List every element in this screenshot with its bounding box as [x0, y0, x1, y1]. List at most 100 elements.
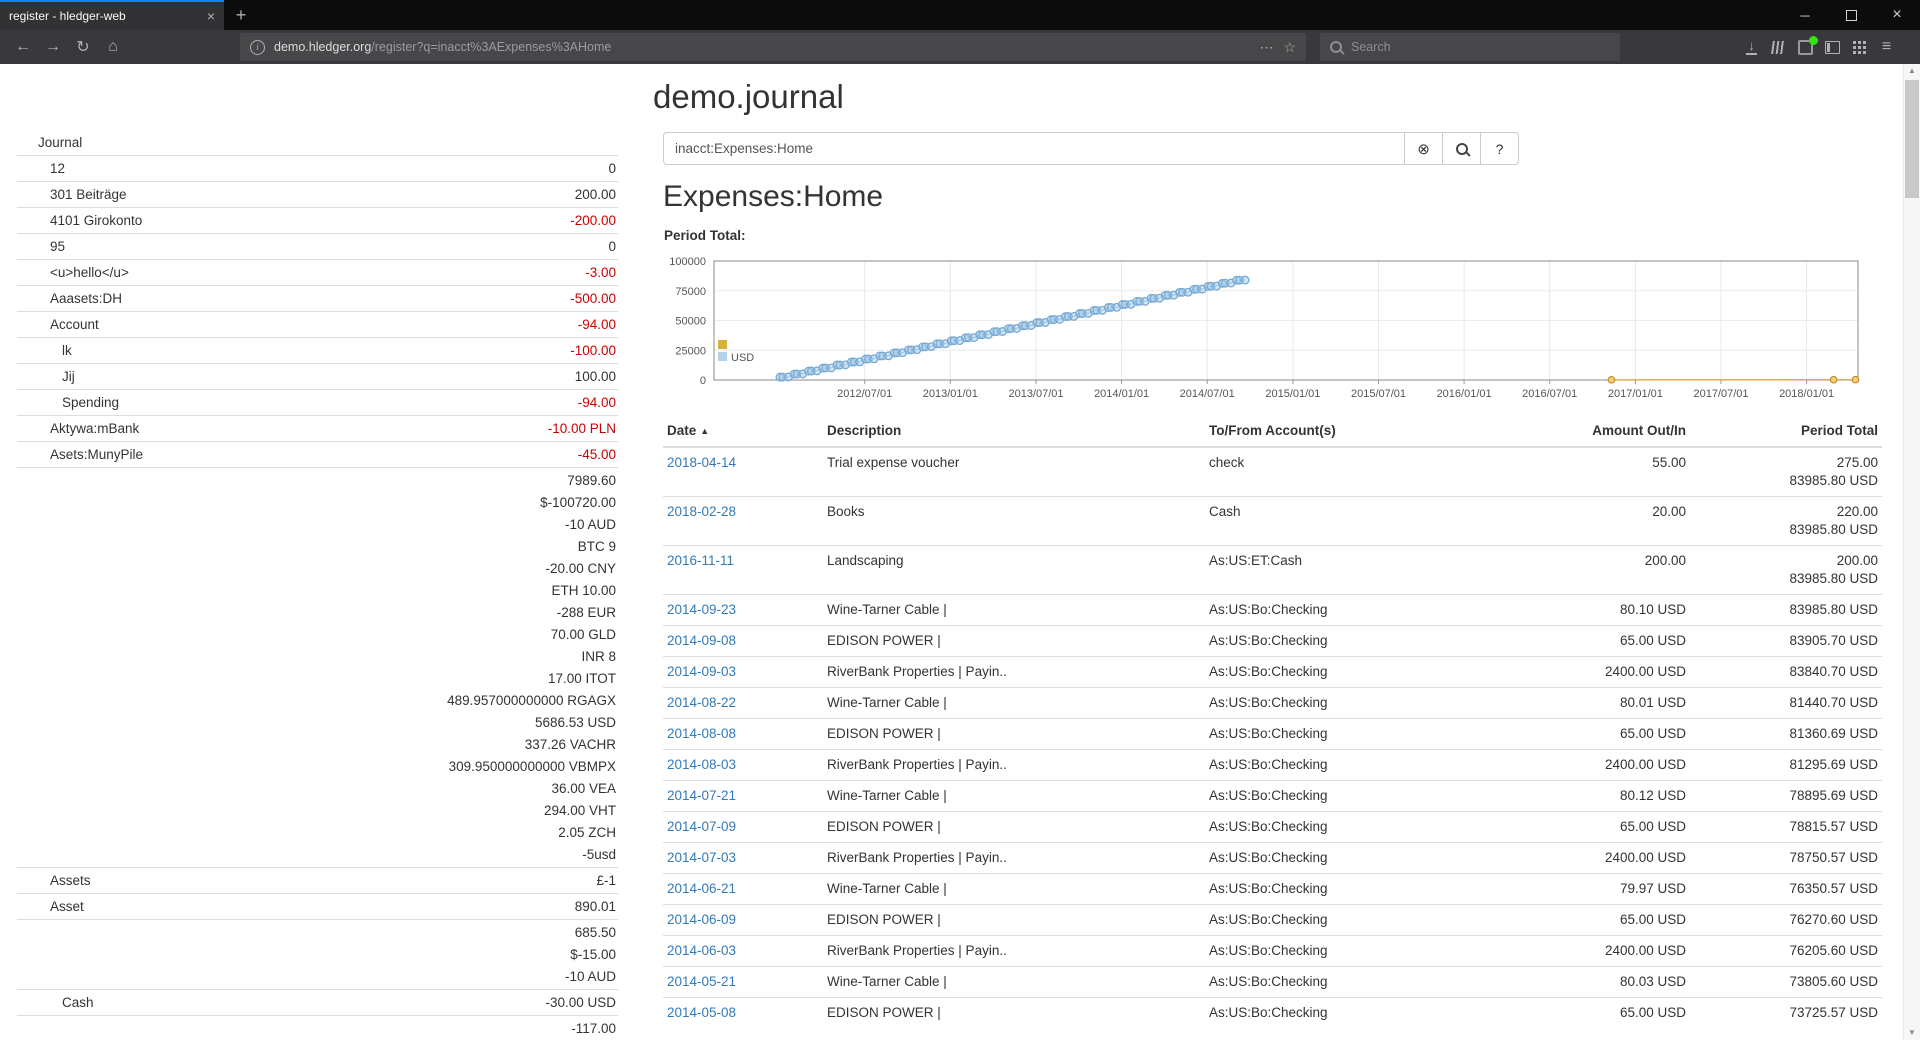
- account-name[interactable]: Cash: [62, 995, 94, 1010]
- period-total: 76350.57 USD: [1690, 873, 1882, 905]
- sidebar-amounts-row: 7989.60 $-100720.00 -10 AUD BTC 9 -20.00 CNY…: [17, 468, 618, 868]
- y-tick-label: 0: [700, 375, 706, 387]
- search-submit-icon: [1455, 142, 1468, 155]
- close-button[interactable]: ×: [1892, 6, 1902, 23]
- legend-swatch: [718, 340, 727, 349]
- balance-amount: 200.00: [574, 187, 616, 202]
- period-total: 81360.69 USD: [1690, 718, 1882, 750]
- transaction-date-link[interactable]: 2014-07-03: [667, 850, 737, 865]
- sidebar-account-row: 301 Beiträge 200.00: [17, 182, 618, 208]
- site-info-icon[interactable]: i: [250, 39, 265, 55]
- page-scrollbar[interactable]: ▲ ▼: [1903, 64, 1920, 1040]
- account-name[interactable]: Aktywa:mBank: [50, 421, 140, 436]
- account-balance: -94.00: [578, 392, 616, 414]
- bookmark-star-icon[interactable]: ☆: [1283, 38, 1296, 55]
- register-row: 2014-08-22 Wine-Tarner Cable | As:US:Bo:Ch…: [663, 687, 1882, 719]
- transaction-date-link[interactable]: 2014-06-09: [667, 912, 737, 927]
- transaction-amount: 65.00 USD: [1505, 904, 1690, 936]
- home-button[interactable]: ⌂: [108, 38, 118, 55]
- transaction-date-link[interactable]: 2018-02-28: [667, 504, 737, 519]
- back-button[interactable]: ←: [15, 38, 31, 55]
- column-header-amount-out-in[interactable]: Amount Out/In: [1505, 416, 1690, 448]
- x-tick-label: 2014/01/01: [1094, 388, 1149, 400]
- account-name[interactable]: Spending: [62, 395, 120, 410]
- scrollbar-down-arrow[interactable]: ▼: [1908, 1028, 1916, 1037]
- transaction-date-link[interactable]: 2014-07-09: [667, 819, 737, 834]
- account-name[interactable]: lk: [62, 343, 72, 358]
- new-tab-button[interactable]: +: [235, 4, 247, 25]
- account-name[interactable]: Asets:MunyPile: [50, 447, 144, 462]
- period-total-line: 76350.57 USD: [1789, 881, 1878, 896]
- account-name[interactable]: 95: [50, 239, 66, 254]
- page-actions-icon[interactable]: ⋯: [1259, 38, 1274, 55]
- sidebar-account-row: Asets:MunyPile -45.00: [17, 442, 618, 468]
- sidebar: Journal 12 0 301 Beiträge 200.00 4101 Giroko…: [17, 130, 618, 1040]
- account-heading: Expenses:Home: [663, 180, 884, 213]
- forward-button[interactable]: →: [45, 38, 61, 55]
- period-total-line: 81360.69 USD: [1789, 726, 1878, 741]
- register-row: 2014-06-03 RiverBank Properties | Payin..…: [663, 935, 1882, 967]
- transaction-account: As:US:Bo:Checking: [1205, 997, 1505, 1028]
- transaction-date-link[interactable]: 2014-09-23: [667, 602, 737, 617]
- apps-button[interactable]: [1846, 33, 1873, 61]
- period-total-chart: 2012/07/01 2013/01/01 2013/07/01 2014/01/01…: [669, 256, 1860, 400]
- query-input[interactable]: [663, 132, 1405, 165]
- transaction-date-link[interactable]: 2014-05-08: [667, 1005, 737, 1020]
- help-button[interactable]: ?: [1480, 132, 1519, 165]
- transaction-account: As:US:Bo:Checking: [1205, 749, 1505, 781]
- window-controls: ─ ×: [1782, 0, 1920, 30]
- submit-search-button[interactable]: [1442, 132, 1481, 165]
- account-name[interactable]: Jij: [62, 369, 75, 384]
- transaction-date-link[interactable]: 2016-11-11: [667, 553, 735, 568]
- sidebar-toggle-button[interactable]: [1819, 33, 1846, 61]
- account-name[interactable]: Aaasets:DH: [50, 291, 123, 306]
- balance-amount: £-1: [596, 873, 616, 888]
- tab-close-icon[interactable]: ×: [206, 8, 215, 24]
- scrollbar-up-arrow[interactable]: ▲: [1908, 66, 1916, 75]
- browser-search-box[interactable]: Search: [1320, 33, 1620, 61]
- column-header-period-total[interactable]: Period Total: [1690, 416, 1882, 448]
- url-bar[interactable]: i demo.hledger.org/register?q=inacct%3AE…: [240, 33, 1306, 61]
- period-total: 200.00 83985.80 USD: [1690, 545, 1882, 595]
- account-balance: 0: [608, 236, 616, 258]
- account-name[interactable]: 12: [50, 161, 66, 176]
- menu-button[interactable]: ≡: [1881, 38, 1892, 55]
- sidebar-account-row: Spending -94.00: [17, 390, 618, 416]
- transaction-date-link[interactable]: 2014-06-21: [667, 881, 737, 896]
- account-name: [17, 922, 565, 988]
- transaction-date-link[interactable]: 2018-04-14: [667, 455, 737, 470]
- minimize-button[interactable]: ─: [1800, 7, 1810, 23]
- sidebar-account-row: 12 0: [17, 156, 618, 182]
- transaction-date-link[interactable]: 2014-08-08: [667, 726, 737, 741]
- account-balance: 7989.60 $-100720.00 -10 AUD BTC 9 -20.00 CNY…: [447, 470, 616, 866]
- transaction-date-link[interactable]: 2014-07-21: [667, 788, 737, 803]
- transaction-account: As:US:Bo:Checking: [1205, 873, 1505, 905]
- clear-query-button[interactable]: ⊗: [1404, 132, 1443, 165]
- transaction-account: As:US:Bo:Checking: [1205, 904, 1505, 936]
- column-header-description[interactable]: Description: [823, 416, 1205, 448]
- balance-amount: 489.957000000000 RGAGX: [447, 693, 616, 708]
- account-name[interactable]: Account: [50, 317, 99, 332]
- account-name[interactable]: 4101 Girokonto: [50, 213, 143, 228]
- reload-button[interactable]: ↻: [76, 39, 90, 56]
- transaction-date-link[interactable]: 2014-08-22: [667, 695, 737, 710]
- transaction-date-link[interactable]: 2014-09-03: [667, 664, 737, 679]
- account-name[interactable]: Asset: [50, 899, 84, 914]
- account-name[interactable]: <u>hello</u>: [50, 265, 129, 280]
- library-button[interactable]: [1765, 33, 1792, 61]
- transaction-date-link[interactable]: 2014-06-03: [667, 943, 737, 958]
- transaction-date-link[interactable]: 2014-05-21: [667, 974, 737, 989]
- extension-button[interactable]: [1792, 33, 1819, 61]
- account-name[interactable]: 301 Beiträge: [50, 187, 127, 202]
- scrollbar-thumb[interactable]: [1905, 80, 1919, 198]
- browser-tab[interactable]: register - hledger-web ×: [0, 0, 224, 30]
- account-name[interactable]: Assets: [50, 873, 91, 888]
- column-header-to-from-account-s-[interactable]: To/From Account(s): [1205, 416, 1505, 448]
- transaction-date-link[interactable]: 2014-09-08: [667, 633, 737, 648]
- transaction-date-link[interactable]: 2014-08-03: [667, 757, 737, 772]
- download-button[interactable]: ↓: [1738, 33, 1765, 61]
- column-header-date[interactable]: Date ▲: [663, 416, 823, 448]
- legend-swatch: [718, 352, 727, 361]
- sidebar-journal-heading[interactable]: Journal: [38, 135, 83, 150]
- maximize-button[interactable]: [1828, 0, 1874, 30]
